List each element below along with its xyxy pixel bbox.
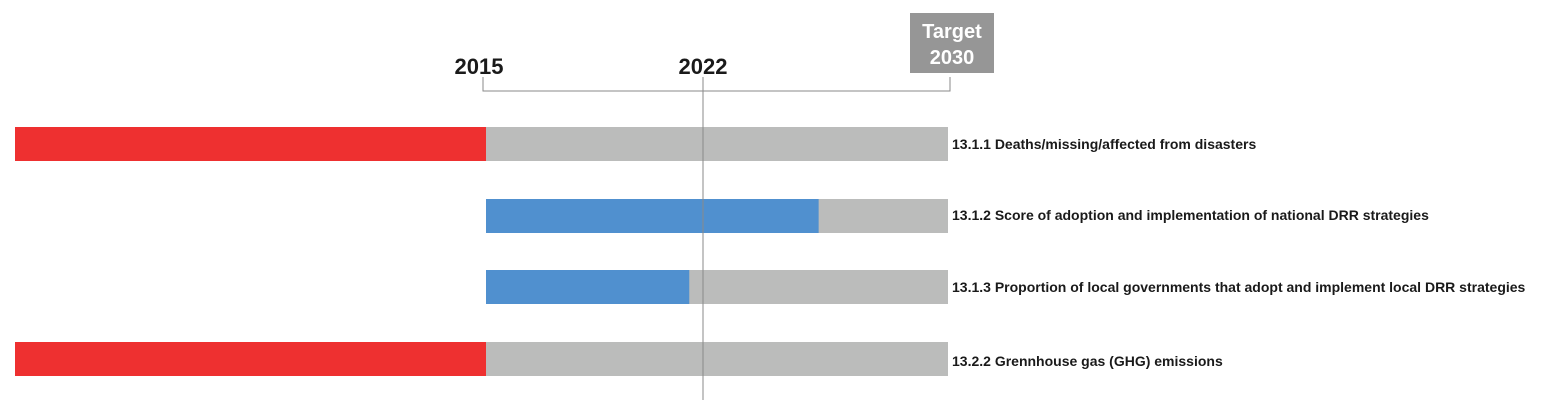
timeline-bracket (482, 77, 951, 92)
year-label-2022: 2022 (679, 54, 728, 79)
year-label-2015: 2015 (455, 54, 504, 79)
target-box (910, 13, 994, 73)
bars-group (15, 127, 948, 376)
row-label-2: 13.1.2 Score of adoption and implementat… (952, 207, 1429, 223)
bar-progress-2 (486, 199, 819, 233)
bar-remaining-1 (486, 127, 948, 161)
bar-progress-3 (486, 270, 690, 304)
row-label-3: 13.1.3 Proportion of local governments t… (952, 279, 1526, 295)
row-label-4: 13.2.2 Grennhouse gas (GHG) emissions (952, 353, 1223, 369)
target-label-line1: Target (922, 21, 982, 43)
bar-remaining-4 (486, 342, 948, 376)
target-label-line2: 2030 (930, 47, 975, 69)
timeline-header: 2015 2022 Target 2030 (455, 13, 994, 92)
bar-regress-4 (15, 342, 486, 376)
bar-regress-1 (15, 127, 486, 161)
row-label-1: 13.1.1 Deaths/missing/affected from disa… (952, 136, 1256, 152)
row-labels: 13.1.1 Deaths/missing/affected from disa… (952, 136, 1526, 369)
